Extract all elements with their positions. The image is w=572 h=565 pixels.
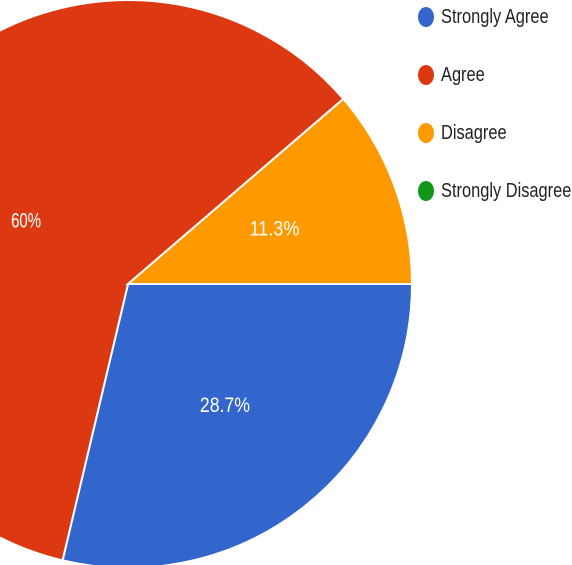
- slice-value-label: 11.3%: [249, 217, 299, 240]
- legend-marker-icon: [418, 7, 434, 27]
- slice-value-label: 28.7%: [200, 394, 250, 417]
- pie-slice-disagree: [125, 97, 414, 285]
- legend-item: Strongly Agree: [418, 6, 572, 28]
- pie-slice-agree: [0, 0, 345, 562]
- legend-item: Agree: [418, 64, 572, 86]
- legend-item: Strongly Disagree: [418, 180, 572, 202]
- legend-label: Strongly Disagree: [441, 179, 572, 202]
- legend-label: Strongly Agree: [441, 5, 549, 28]
- legend: Strongly Agree Agree Disagree Strongly Disa…: [418, 6, 572, 238]
- slice-value-label: 60%: [11, 210, 41, 233]
- legend-marker-icon: [418, 181, 434, 201]
- legend-marker-icon: [418, 65, 434, 85]
- legend-marker-icon: [418, 123, 434, 143]
- pie-slice-strongly-agree: [61, 283, 414, 565]
- legend-item: Disagree: [418, 122, 572, 144]
- legend-label: Disagree: [441, 121, 507, 144]
- legend-label: Agree: [441, 63, 485, 86]
